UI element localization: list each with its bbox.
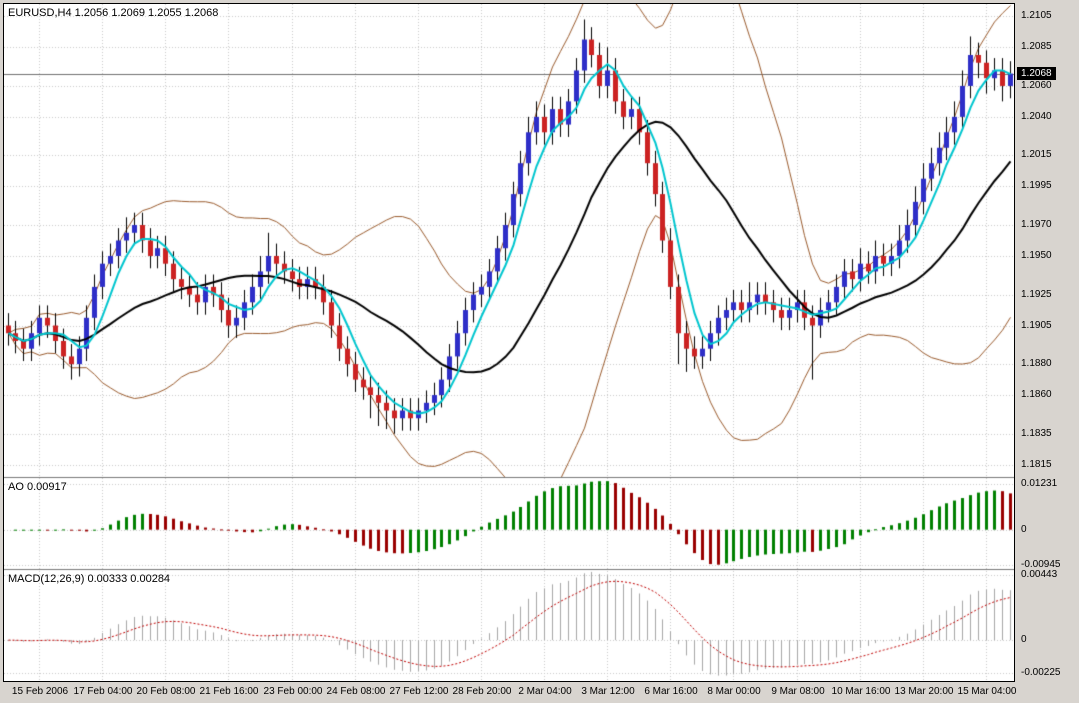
time-axis-label: 10 Mar 16:00 [831,686,891,697]
time-axis-label: 15 Mar 04:00 [957,686,1017,697]
ao-scale-label: -0.00945 [1021,559,1061,570]
macd-scale-label: 0.00443 [1021,569,1058,580]
price-chart-canvas[interactable] [4,4,1014,681]
ao-scale-label: 0.01231 [1021,478,1058,489]
price-scale-label: 1.1815 [1021,459,1052,470]
price-scale-label: 1.1880 [1021,358,1052,369]
time-axis-label: 20 Feb 08:00 [136,686,196,697]
price-scale-label: 1.1835 [1021,428,1052,439]
ao-scale-label: 0 [1021,524,1027,535]
price-scale-label: 1.1925 [1021,289,1052,300]
time-axis-label: 13 Mar 20:00 [894,686,954,697]
time-scale[interactable]: 15 Feb 2006 17 Feb 04:00 20 Feb 08:00 21 Fe… [0,682,1017,703]
price-scale-label: 1.2015 [1021,149,1052,160]
macd-indicator-label: MACD(12,26,9) 0.00333 0.00284 [8,573,171,585]
macd-scale-label: 0 [1021,634,1027,645]
time-axis-label: 24 Feb 08:00 [326,686,386,697]
time-axis-label: 3 Mar 12:00 [581,686,635,697]
time-axis-label: 8 Mar 00:00 [707,686,761,697]
price-scale-label: 1.1995 [1021,180,1052,191]
current-price-marker: 1.2068 [1017,67,1056,80]
price-scale-label: 1.2085 [1021,41,1052,52]
time-axis-label: 21 Feb 16:00 [199,686,259,697]
time-axis-label: 6 Mar 16:00 [644,686,698,697]
price-scale-label: 1.2040 [1021,111,1052,122]
time-axis-label: 2 Mar 04:00 [518,686,572,697]
price-scale-label: 1.1970 [1021,219,1052,230]
time-axis-label: 17 Feb 04:00 [73,686,133,697]
price-scale[interactable]: 1.2105 1.2085 1.2060 1.2040 1.2015 1.1995 1.19… [1015,0,1079,703]
ao-indicator-label: AO 0.00917 [8,481,67,493]
time-axis-label: 23 Feb 00:00 [263,686,323,697]
macd-scale-label: -0.00225 [1021,667,1061,678]
chart-plot-area[interactable]: EURUSD,H4 1.2056 1.2069 1.2055 1.2068 AO… [3,3,1015,682]
price-scale-label: 1.2105 [1021,10,1052,21]
price-scale-label: 1.1905 [1021,320,1052,331]
time-axis-label: 27 Feb 12:00 [389,686,449,697]
price-scale-label: 1.2060 [1021,80,1052,91]
time-axis-label: 28 Feb 20:00 [452,686,512,697]
time-axis-label: 15 Feb 2006 [11,686,69,697]
time-axis-label: 9 Mar 08:00 [771,686,825,697]
price-scale-label: 1.1950 [1021,250,1052,261]
price-scale-label: 1.1860 [1021,389,1052,400]
symbol-ohlc-label: EURUSD,H4 1.2056 1.2069 1.2055 1.2068 [8,7,219,19]
